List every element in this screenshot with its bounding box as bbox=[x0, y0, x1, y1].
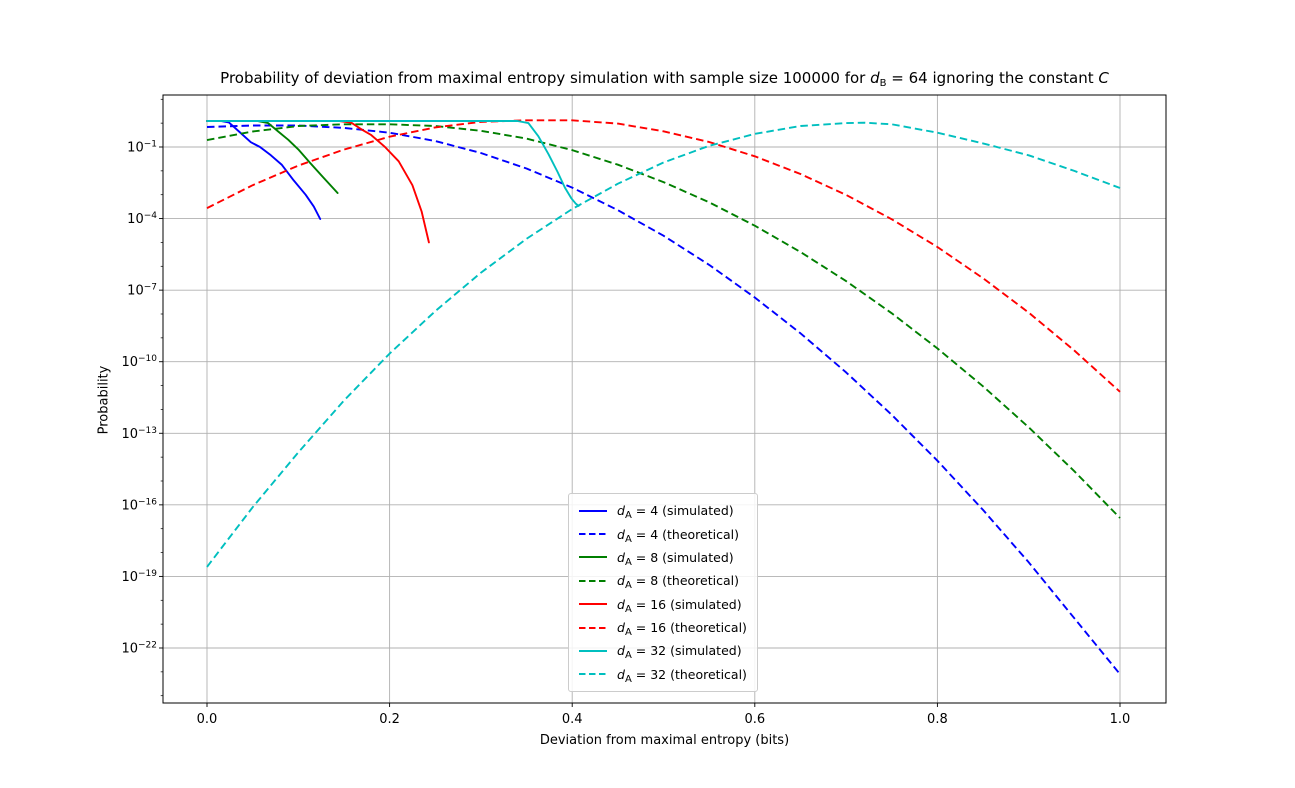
series-line-dA4-simulated bbox=[206, 120, 322, 220]
legend-item-dA16-simulated: dA = 16 (simulated) bbox=[578, 594, 748, 614]
series-line-dA16-simulated bbox=[206, 120, 430, 244]
title-var-C: C bbox=[1098, 69, 1109, 87]
plot-border bbox=[162, 94, 1167, 704]
legend-item-dA32-theoretical: dA = 32 (theoretical) bbox=[578, 664, 748, 684]
legend-item-dA8-simulated: dA = 8 (simulated) bbox=[578, 547, 748, 567]
series-line-dA32-simulated bbox=[206, 120, 580, 207]
legend-swatch-dashed bbox=[579, 579, 607, 582]
series-line-dA4-theoretical bbox=[206, 124, 1121, 675]
legend-label: dA = 4 (theoretical) bbox=[617, 526, 739, 545]
series-line-dA8-simulated bbox=[206, 120, 339, 194]
legend-item-dA32-simulated: dA = 32 (simulated) bbox=[578, 641, 748, 661]
legend-swatch-dashed bbox=[579, 533, 607, 536]
title-sub-B: B bbox=[879, 78, 887, 89]
axis-ticks bbox=[159, 98, 1121, 707]
x-tick-label: 0.6 bbox=[744, 712, 765, 727]
legend-label: dA = 8 (theoretical) bbox=[617, 573, 739, 592]
x-axis-label: Deviation from maximal entropy (bits) bbox=[539, 733, 790, 748]
y-tick-label: 10−1 bbox=[127, 139, 157, 155]
legend-item-dA4-simulated: dA = 4 (simulated) bbox=[578, 501, 748, 521]
legend-swatch-dashed bbox=[579, 673, 607, 676]
legend-label: dA = 8 (simulated) bbox=[617, 549, 734, 568]
legend-swatch-solid bbox=[579, 556, 607, 559]
y-tick-label: 10−22 bbox=[121, 640, 157, 656]
series-lines bbox=[206, 119, 1121, 675]
legend-label: dA = 4 (simulated) bbox=[617, 503, 734, 522]
legend-label: dA = 16 (theoretical) bbox=[617, 620, 747, 639]
x-tick-label: 0.4 bbox=[562, 712, 583, 727]
legend-item-dA4-theoretical: dA = 4 (theoretical) bbox=[578, 524, 748, 544]
legend-item-dA8-theoretical: dA = 8 (theoretical) bbox=[578, 571, 748, 591]
legend-label: dA = 32 (simulated) bbox=[617, 643, 742, 662]
y-tick-label: 10−4 bbox=[127, 211, 157, 227]
x-tick-label: 0.2 bbox=[379, 712, 400, 727]
legend-label: dA = 16 (simulated) bbox=[617, 596, 742, 615]
series-line-dA16-theoretical bbox=[206, 119, 1121, 393]
legend-swatch-solid bbox=[579, 649, 607, 652]
x-tick-label: 0.8 bbox=[927, 712, 948, 727]
x-tick-label: 0.0 bbox=[197, 712, 218, 727]
legend: dA = 4 (simulated) dA = 4 (theoretical) dA… bbox=[568, 493, 758, 692]
y-tick-label: 10−19 bbox=[121, 569, 157, 585]
y-tick-label: 10−16 bbox=[121, 497, 157, 513]
legend-swatch-dashed bbox=[579, 626, 607, 629]
series-line-dA8-theoretical bbox=[206, 123, 1121, 519]
y-tick-label: 10−13 bbox=[121, 426, 157, 442]
y-tick-label: 10−7 bbox=[127, 283, 157, 299]
x-tick-label: 1.0 bbox=[1110, 712, 1131, 727]
legend-swatch-solid bbox=[579, 509, 607, 512]
legend-item-dA16-theoretical: dA = 16 (theoretical) bbox=[578, 618, 748, 638]
y-tick-label: 10−10 bbox=[121, 354, 157, 370]
y-axis-label: Probability bbox=[96, 365, 112, 435]
legend-label: dA = 32 (theoretical) bbox=[617, 666, 747, 685]
legend-swatch-solid bbox=[579, 603, 607, 606]
series-line-dA32-theoretical bbox=[206, 121, 1121, 568]
title-text-mid: = 64 ignoring the constant bbox=[886, 69, 1099, 87]
title-text-pre: Probability of deviation from maximal en… bbox=[220, 69, 871, 87]
chart-title: Probability of deviation from maximal en… bbox=[163, 69, 1166, 89]
title-var-d: d bbox=[870, 69, 880, 87]
